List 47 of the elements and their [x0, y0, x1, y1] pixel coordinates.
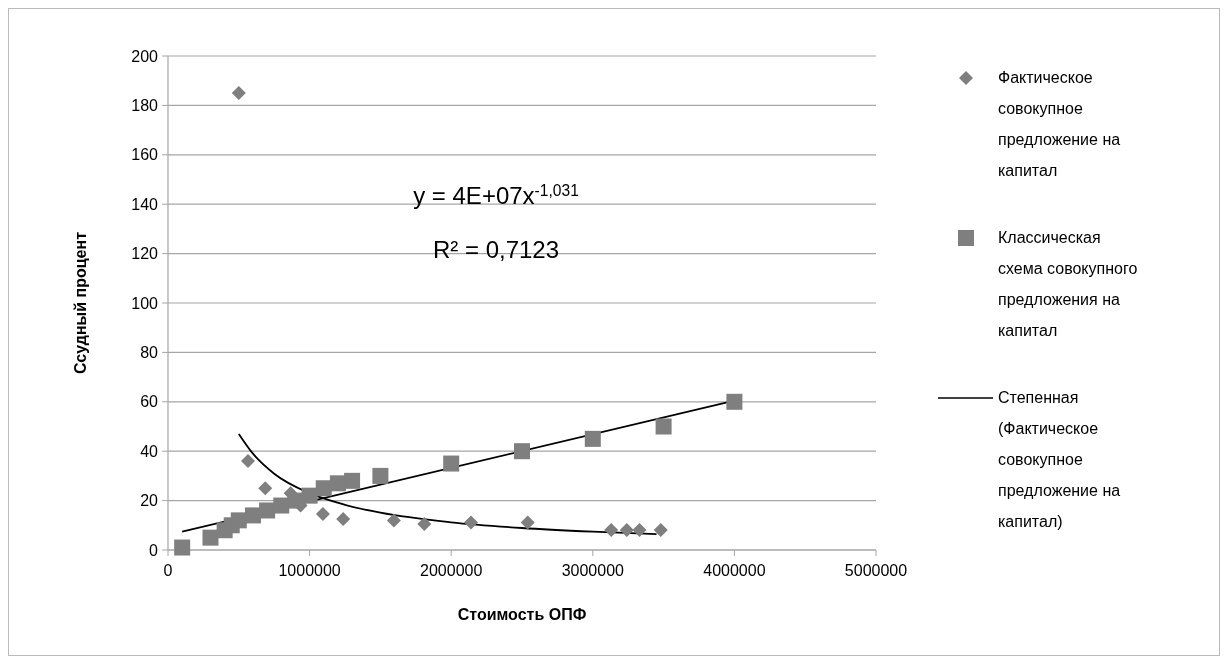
annotation: R² = 0,7123	[432, 236, 560, 263]
point	[315, 506, 330, 521]
y-tick-label: 100	[131, 294, 159, 312]
point	[604, 522, 619, 537]
y-tick-label: 0	[149, 541, 159, 559]
y-axis-title: Ссудный процент	[72, 231, 89, 374]
legend-label: Классическая схема совокупного предложения на капитал	[998, 229, 1138, 339]
x-tick-label: 2000000	[420, 562, 483, 579]
point	[619, 522, 634, 537]
point	[584, 430, 601, 447]
point	[655, 418, 672, 435]
point	[372, 467, 389, 484]
point	[443, 455, 460, 472]
point	[231, 86, 246, 101]
y-tick-label: 80	[140, 344, 159, 361]
legend-label: Фактическое совокупное предложение на капитал	[998, 69, 1121, 179]
point	[520, 515, 535, 530]
annotation: y = 4E+07x$^{-1,031}$	[413, 181, 579, 209]
point	[315, 480, 332, 497]
point	[258, 481, 273, 496]
legend-label: Степенная (Фактическое совокупное предложение на капитал)	[998, 389, 1121, 530]
point	[336, 511, 351, 526]
x-tick-label: 5000000	[844, 562, 908, 579]
y-tick-label: 140	[131, 195, 159, 213]
point	[241, 454, 255, 469]
point	[653, 522, 668, 537]
point	[344, 472, 361, 489]
y-tick-label: 120	[131, 245, 159, 263]
x-tick-label: 4000000	[703, 562, 766, 579]
y-tick-label: 60	[140, 393, 159, 411]
point	[386, 513, 401, 528]
point	[514, 443, 530, 460]
y-tick-label: 180	[131, 97, 159, 114]
y-tick-label: 200	[131, 47, 159, 65]
x-tick-label: 3000000	[561, 562, 625, 579]
x-tick-label: 1000000	[278, 562, 341, 579]
y-tick-label: 160	[131, 146, 159, 164]
point	[174, 539, 191, 556]
point	[464, 515, 479, 530]
point	[726, 393, 743, 410]
y-tick-label: 20	[140, 492, 159, 510]
point	[202, 529, 219, 546]
y-tick-label: 40	[140, 442, 159, 460]
x-tick-label: 0	[163, 562, 173, 579]
point	[632, 522, 647, 537]
x-axis-title: Стоимость ОПФ	[457, 606, 587, 623]
point	[417, 517, 432, 532]
